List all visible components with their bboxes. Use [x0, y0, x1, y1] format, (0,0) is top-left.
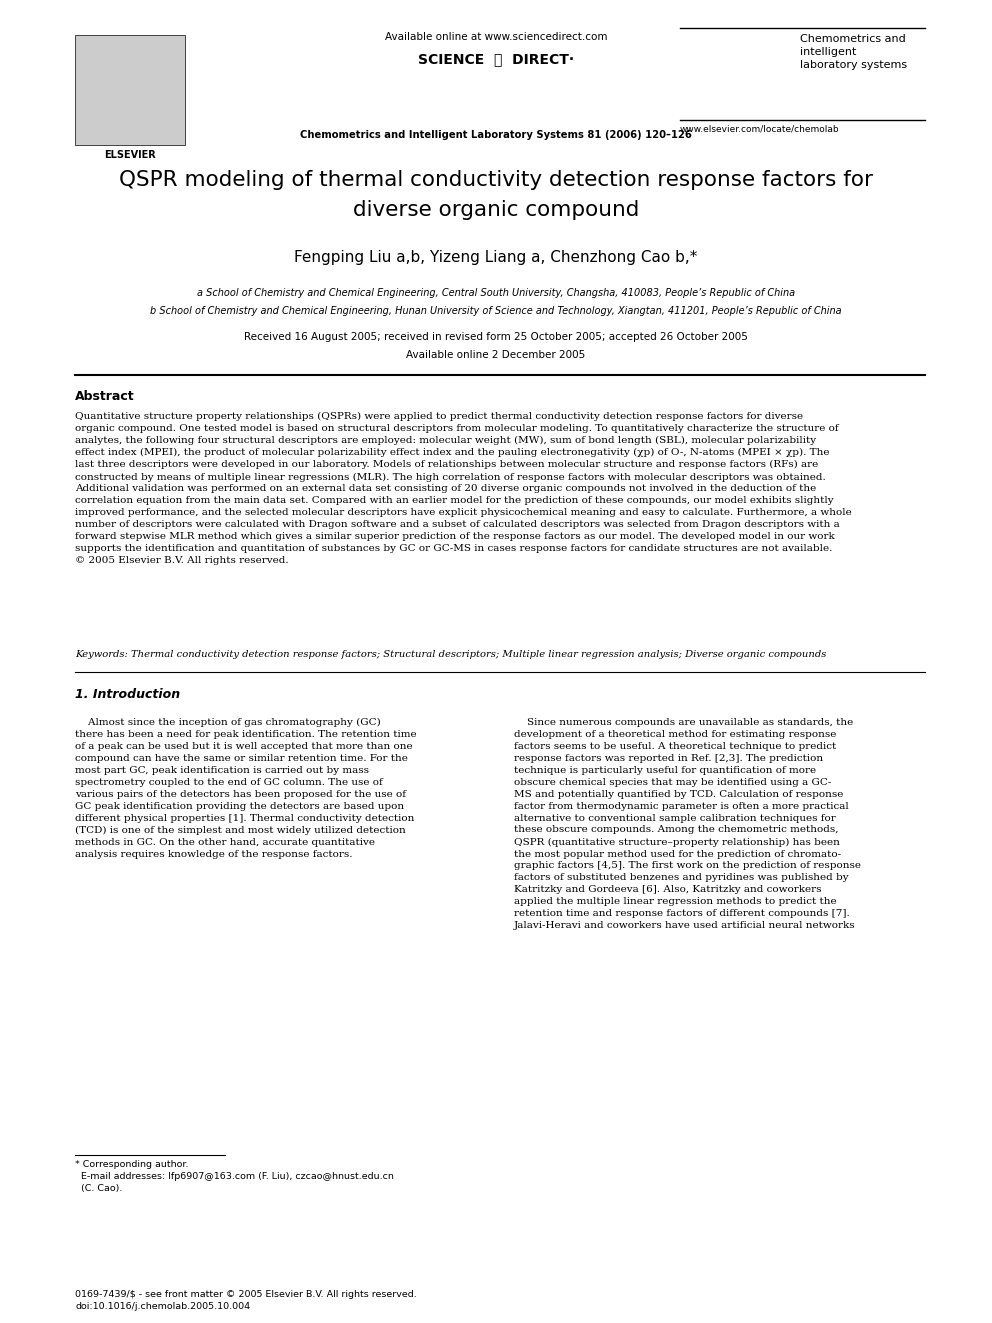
Text: * Corresponding author.
  E-mail addresses: lfp6907@163.com (F. Liu), czcao@hnus: * Corresponding author. E-mail addresses… [75, 1160, 394, 1192]
Text: Quantitative structure property relationships (QSPRs) were applied to predict th: Quantitative structure property relation… [75, 411, 852, 565]
Text: Chemometrics and
intelligent
laboratory systems: Chemometrics and intelligent laboratory … [800, 34, 907, 70]
Text: Almost since the inception of gas chromatography (GC)
there has been a need for : Almost since the inception of gas chroma… [75, 718, 417, 859]
Text: 1. Introduction: 1. Introduction [75, 688, 181, 701]
Text: www.elsevier.com/locate/chemolab: www.elsevier.com/locate/chemolab [680, 124, 839, 134]
Text: Available online at www.sciencedirect.com: Available online at www.sciencedirect.co… [385, 32, 607, 42]
Text: Keywords: Thermal conductivity detection response factors; Structural descriptor: Keywords: Thermal conductivity detection… [75, 650, 826, 659]
Text: Abstract: Abstract [75, 390, 135, 404]
Text: 0169-7439/$ - see front matter © 2005 Elsevier B.V. All rights reserved.
doi:10.: 0169-7439/$ - see front matter © 2005 El… [75, 1290, 417, 1311]
Text: QSPR modeling of thermal conductivity detection response factors for: QSPR modeling of thermal conductivity de… [119, 169, 873, 191]
Text: a School of Chemistry and Chemical Engineering, Central South University, Changs: a School of Chemistry and Chemical Engin… [197, 288, 795, 298]
Text: b School of Chemistry and Chemical Engineering, Hunan University of Science and : b School of Chemistry and Chemical Engin… [150, 306, 842, 316]
Text: Available online 2 December 2005: Available online 2 December 2005 [407, 351, 585, 360]
Text: Since numerous compounds are unavailable as standards, the
development of a theo: Since numerous compounds are unavailable… [514, 718, 860, 930]
FancyBboxPatch shape [75, 34, 185, 146]
Text: Fengping Liu a,b, Yizeng Liang a, Chenzhong Cao b,*: Fengping Liu a,b, Yizeng Liang a, Chenzh… [295, 250, 697, 265]
Text: Received 16 August 2005; received in revised form 25 October 2005; accepted 26 O: Received 16 August 2005; received in rev… [244, 332, 748, 343]
Text: ELSEVIER: ELSEVIER [104, 149, 156, 160]
Text: SCIENCE  ⓓ  DIRECT·: SCIENCE ⓓ DIRECT· [418, 52, 574, 66]
Text: Chemometrics and Intelligent Laboratory Systems 81 (2006) 120–126: Chemometrics and Intelligent Laboratory … [300, 130, 692, 140]
Text: diverse organic compound: diverse organic compound [353, 200, 639, 220]
